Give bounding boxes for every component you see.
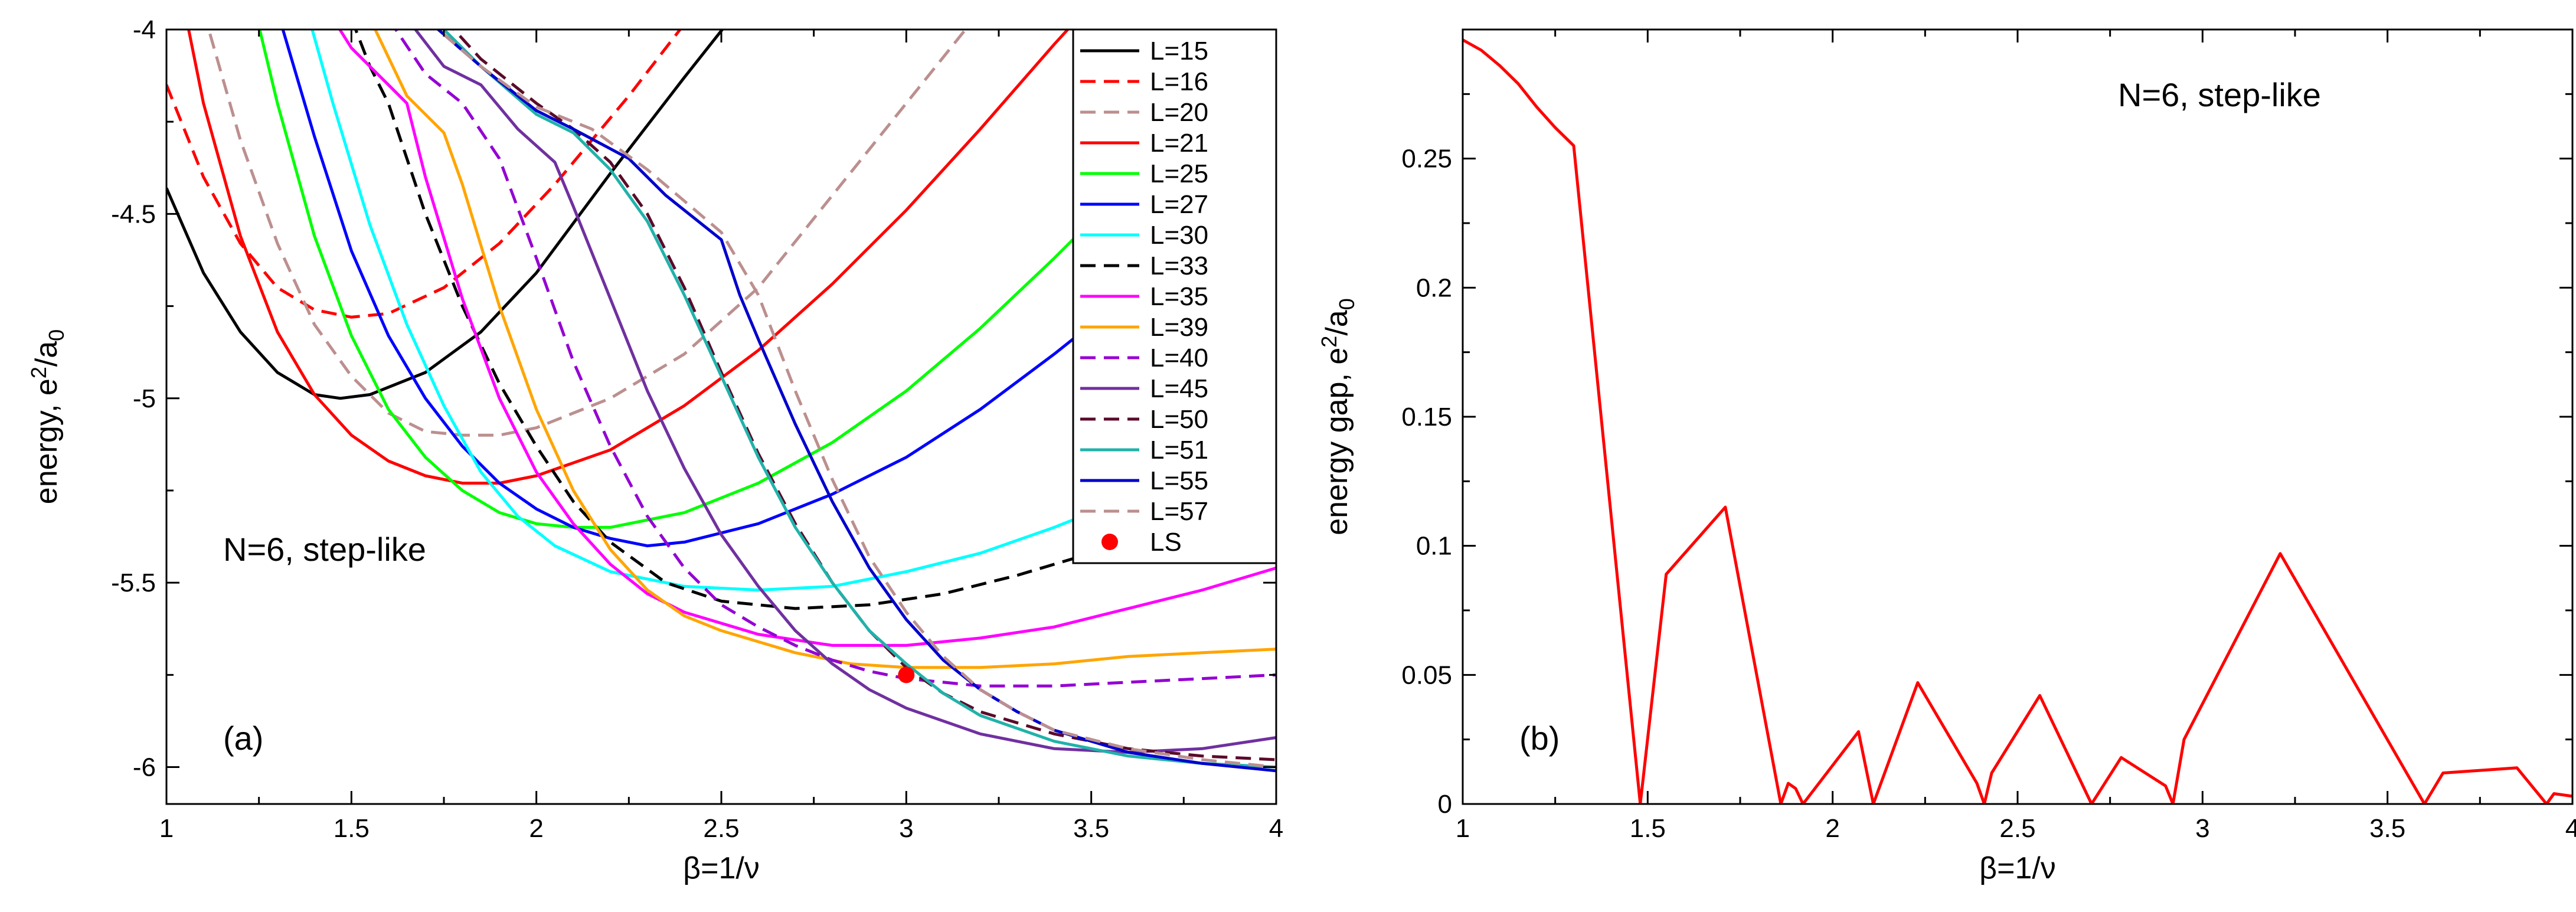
legend-label-l-30: L=30 xyxy=(1150,221,1208,250)
y-tick-label: 0.1 xyxy=(1416,532,1452,561)
legend-label-l-25: L=25 xyxy=(1150,159,1208,188)
legend-label-l-21: L=21 xyxy=(1150,129,1208,158)
panel-a-y-axis-label-sup: 2 xyxy=(27,367,51,378)
legend-label-l-45: L=45 xyxy=(1150,374,1208,403)
legend-label-l-15: L=15 xyxy=(1150,37,1208,66)
panel-b-annotation: N=6, step-like xyxy=(2118,76,2321,113)
panel-a-series-l-30 xyxy=(310,30,1276,592)
legend-label-l-55: L=55 xyxy=(1150,466,1208,495)
panel-a-annotation: N=6, step-like xyxy=(223,531,426,568)
panel-b-series xyxy=(1463,38,2572,804)
panel-a-series-l-40 xyxy=(394,30,1276,688)
x-tick-label: 4 xyxy=(1269,814,1283,843)
legend-swatch-ls xyxy=(1101,534,1118,550)
panel-a-y-axis-label-main: energy, e xyxy=(30,378,64,504)
x-tick-label: 2.5 xyxy=(703,814,739,843)
panel-a-series-l-25 xyxy=(258,30,1269,529)
panel-b-x-axis-label: β=1/ν xyxy=(1979,851,2056,885)
x-tick-label: 3.5 xyxy=(1073,814,1109,843)
panel-a-series xyxy=(166,30,1276,773)
y-tick-label: -5.5 xyxy=(111,568,156,597)
y-tick-label: -4.5 xyxy=(111,200,156,228)
legend-label-l-57: L=57 xyxy=(1150,497,1208,526)
panel-a-label: (a) xyxy=(223,720,263,757)
panel-a-series-l-39 xyxy=(373,30,1276,669)
panel-b-y-axis-label-main: energy gap, e xyxy=(1320,348,1354,535)
x-tick-label: 1.5 xyxy=(334,814,370,843)
panel-a-legend: L=15L=16L=20L=21L=25L=27L=30L=33L=35L=39… xyxy=(1072,28,1277,564)
x-tick-label: 2.5 xyxy=(1999,814,2035,843)
legend-label-l-35: L=35 xyxy=(1150,282,1208,311)
panel-a-series-l-16 xyxy=(166,30,682,319)
panel-a-series-l-57 xyxy=(436,30,1276,769)
x-tick-label: 2 xyxy=(1825,814,1839,843)
panel-a-markers xyxy=(898,666,915,684)
panel-b-x-ticks: 1 1.5 2 2.5 3 3.5 4 xyxy=(1456,30,2576,843)
y-tick-label: 0.2 xyxy=(1416,273,1452,302)
legend-label-ls: LS xyxy=(1150,528,1182,557)
panel-b: 1 1.5 2 2.5 3 3.5 4 00.050.10.150.20.25 β=1/ν … xyxy=(1317,28,2576,885)
panel-a-series-l-15 xyxy=(166,30,724,400)
legend-label-l-39: L=39 xyxy=(1150,313,1208,342)
panel-a-series-l-51 xyxy=(442,30,1276,769)
panel-b-y-axis-label-sup: 2 xyxy=(1317,336,1341,348)
panel-b-y-ticks: 0 0.05 0.1 0.15 0.2 0.25 xyxy=(1401,93,2572,819)
panel-a-y-axis-label: energy, e2/a0 xyxy=(27,329,68,504)
x-tick-label: 4 xyxy=(2565,814,2576,843)
x-tick-label: 1 xyxy=(1456,814,1470,843)
panel-b-y-axis-label: energy gap, e2/a0 xyxy=(1317,298,1359,535)
panel-a-series-l-20 xyxy=(207,30,967,437)
x-tick-label: 3.5 xyxy=(2369,814,2405,843)
y-tick-label: 0.25 xyxy=(1401,145,1452,174)
panel-a-series-l-35 xyxy=(338,30,1276,647)
panel-a: 1 1.5 2 2.5 3 3.5 4 -6 -5.5 -5 -4.5 -4 β=1/ν energ… xyxy=(27,15,1283,885)
legend-label-l-27: L=27 xyxy=(1150,190,1208,219)
panel-a-series-l-45 xyxy=(413,30,1276,754)
x-tick-label: 2 xyxy=(529,814,543,843)
panel-a-y-axis-label-sub: 0 xyxy=(44,329,68,341)
legend-label-l-51: L=51 xyxy=(1150,436,1208,465)
panel-a-y-axis-label-mid: /a xyxy=(30,341,64,367)
x-tick-label: 1.5 xyxy=(1630,814,1666,843)
y-tick-label: -6 xyxy=(133,753,156,782)
y-tick-label: -5 xyxy=(133,384,156,413)
panel-a-series-l-21 xyxy=(187,30,1070,485)
panel-a-y-ticks: -6 -5.5 -5 -4.5 -4 xyxy=(111,15,1276,782)
panel-b-label: (b) xyxy=(1519,720,1560,757)
panel-a-series-l-27 xyxy=(281,30,1276,548)
y-tick-label: 0.05 xyxy=(1401,661,1452,689)
y-tick-label: 0 xyxy=(1438,790,1452,819)
x-tick-label: 1 xyxy=(159,814,174,843)
panel-a-marker-ls xyxy=(898,666,915,684)
legend-label-l-33: L=33 xyxy=(1150,251,1208,280)
legend-label-l-20: L=20 xyxy=(1150,98,1208,127)
x-tick-label: 3 xyxy=(2195,814,2209,843)
panel-a-x-ticks: 1 1.5 2 2.5 3 3.5 4 xyxy=(159,30,1283,843)
y-tick-label: -4 xyxy=(133,15,156,44)
legend-label-l-40: L=40 xyxy=(1150,344,1208,372)
y-tick-label: 0.15 xyxy=(1401,403,1452,432)
panel-a-x-axis-label: β=1/ν xyxy=(683,851,760,885)
panel-b-y-axis-label-mid: /a xyxy=(1320,310,1354,335)
x-tick-label: 3 xyxy=(899,814,913,843)
panel-b-y-axis-label-sub: 0 xyxy=(1335,298,1359,310)
legend-label-l-50: L=50 xyxy=(1150,405,1208,434)
legend-label-l-16: L=16 xyxy=(1150,67,1208,96)
panel-b-series-gap xyxy=(1463,38,2572,804)
